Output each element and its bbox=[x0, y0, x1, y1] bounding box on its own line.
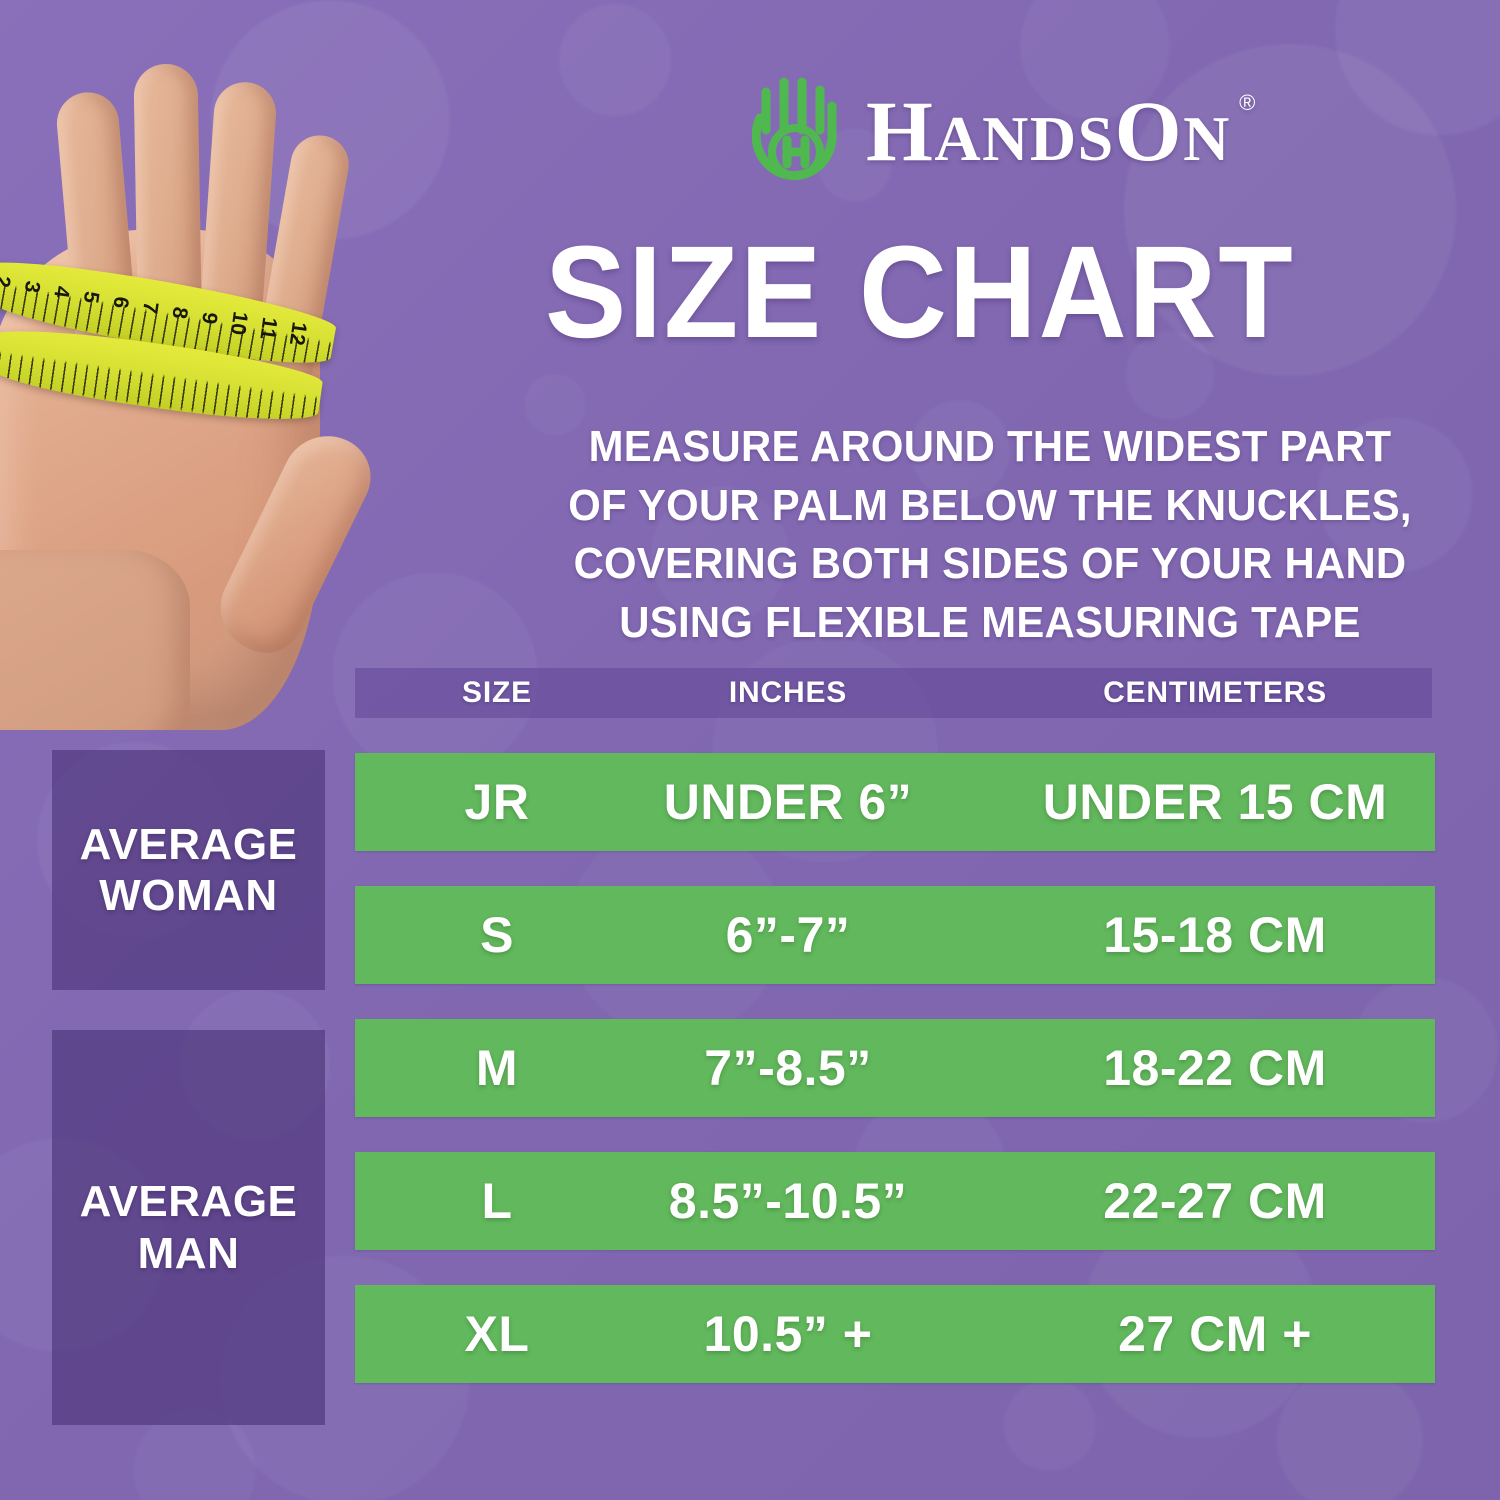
cell-inches: 8.5”-10.5” bbox=[668, 1173, 908, 1229]
column-header-size: SIZE bbox=[462, 676, 532, 709]
cell-inches: UNDER 6” bbox=[663, 774, 913, 830]
tape-number: 3 bbox=[19, 279, 45, 295]
cell-size: JR bbox=[464, 774, 530, 830]
instructions-line-1: MEASURE AROUND THE WIDEST PART bbox=[588, 422, 1392, 471]
table-row: XL 10.5” + 27 CM + bbox=[355, 1285, 1435, 1383]
cell-centimeters: 15-18 CM bbox=[1103, 907, 1327, 963]
hand-measuring-photo: 2 3 4 5 6 7 8 9 10 11 12 bbox=[0, 30, 380, 730]
page-title: SIZE CHART bbox=[545, 218, 1295, 365]
instructions-line-3: COVERING BOTH SIDES OF YOUR HAND bbox=[573, 539, 1407, 589]
table-row: S 6”-7” 15-18 CM bbox=[355, 886, 1435, 984]
tape-number: 12 bbox=[284, 320, 311, 347]
cell-centimeters: 22-27 CM bbox=[1103, 1173, 1327, 1229]
category-man-line2: MAN bbox=[137, 1228, 240, 1278]
brand-n: N bbox=[1183, 103, 1231, 174]
brand-o: O bbox=[1114, 83, 1184, 179]
tape-number: 4 bbox=[49, 284, 74, 300]
tape-number: 11 bbox=[255, 315, 282, 342]
cell-size: L bbox=[481, 1173, 513, 1229]
instructions-text: MEASURE AROUND THE WIDEST PART OF YOUR P… bbox=[563, 418, 1418, 652]
tape-number: 2 bbox=[0, 274, 15, 289]
category-average-man: AVERAGE MAN bbox=[52, 1030, 325, 1425]
column-header-inches: INCHES bbox=[728, 676, 848, 709]
tape-number: 8 bbox=[167, 305, 192, 321]
category-woman-line1: AVERAGE bbox=[79, 819, 298, 869]
cell-centimeters: 18-22 CM bbox=[1103, 1040, 1327, 1096]
tape-number: 7 bbox=[137, 300, 163, 315]
table-header-row: SIZE INCHES CENTIMETERS bbox=[355, 668, 1432, 718]
cell-inches: 10.5” + bbox=[703, 1306, 873, 1362]
column-header-centimeters: CENTIMETERS bbox=[1103, 676, 1327, 709]
cell-inches: 6”-7” bbox=[725, 907, 851, 963]
tape-number: 10 bbox=[225, 310, 252, 337]
brand-h: H bbox=[866, 83, 935, 179]
brand-logo: HANDSON ® bbox=[752, 72, 1255, 190]
cell-inches: 7”-8.5” bbox=[704, 1040, 872, 1096]
cell-size: S bbox=[480, 907, 514, 963]
registered-mark: ® bbox=[1239, 90, 1257, 115]
tape-number: 6 bbox=[108, 295, 133, 310]
category-average-woman: AVERAGE WOMAN bbox=[52, 750, 325, 990]
cell-size: XL bbox=[464, 1306, 530, 1362]
category-woman-line2: WOMAN bbox=[99, 871, 278, 920]
tape-number: 9 bbox=[197, 310, 222, 326]
instructions-line-2: OF YOUR PALM BELOW THE KNUCKLES, bbox=[568, 480, 1412, 530]
cell-centimeters: 27 CM + bbox=[1118, 1306, 1312, 1362]
table-row: M 7”-8.5” 18-22 CM bbox=[355, 1019, 1435, 1117]
cell-size: M bbox=[475, 1040, 519, 1096]
wrist bbox=[0, 550, 190, 730]
cell-centimeters: UNDER 15 CM bbox=[1042, 774, 1388, 830]
size-table: SIZE INCHES CENTIMETERS JR UNDER 6” UNDE… bbox=[355, 668, 1435, 1383]
brand-wordmark: HANDSON ® bbox=[866, 88, 1255, 174]
tape-number: 5 bbox=[78, 289, 104, 305]
table-row: JR UNDER 6” UNDER 15 CM bbox=[355, 753, 1435, 851]
instructions-line-4: USING FLEXIBLE MEASURING TAPE bbox=[619, 597, 1361, 647]
table-row: L 8.5”-10.5” 22-27 CM bbox=[355, 1152, 1435, 1250]
hand-monogram-icon bbox=[752, 77, 837, 180]
brand-ands: ANDS bbox=[934, 103, 1115, 174]
category-man-line1: AVERAGE bbox=[79, 1177, 298, 1227]
